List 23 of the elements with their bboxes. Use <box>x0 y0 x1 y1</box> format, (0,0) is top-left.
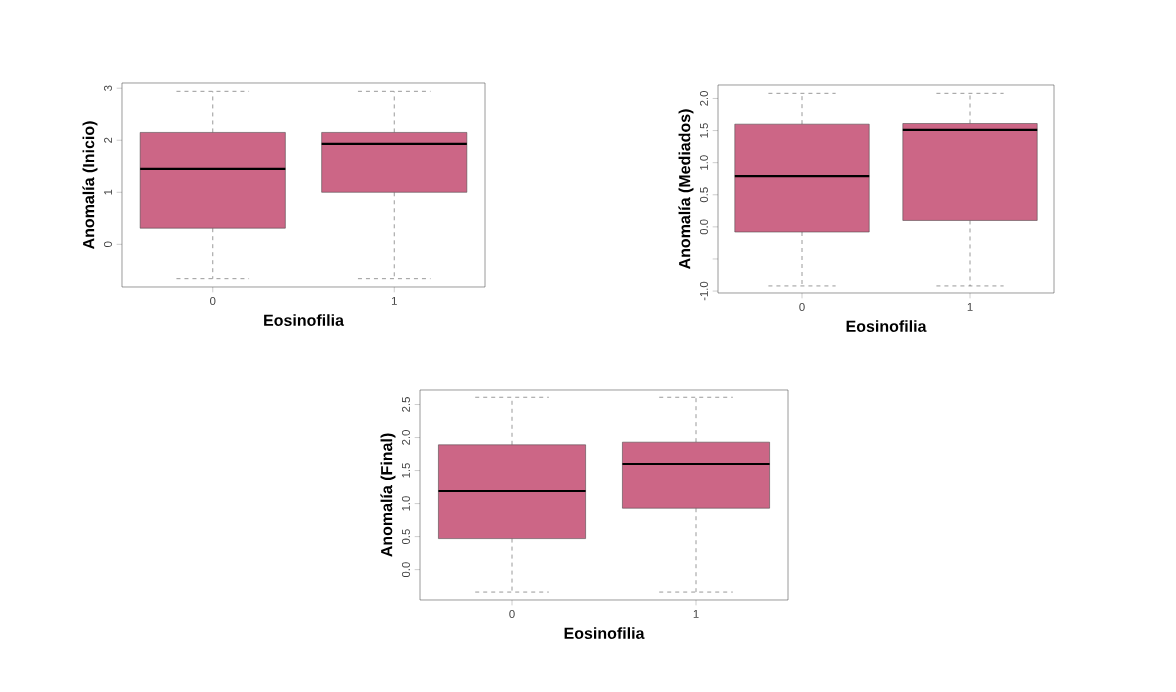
y-tick-label: -1.0 <box>699 281 708 301</box>
y-tick-label: 1.0 <box>401 496 410 511</box>
y-tick-label: 3 <box>103 85 112 91</box>
y-tick-label: 1 <box>104 189 112 195</box>
y-tick-label: 0.0 <box>401 562 410 578</box>
y-tick-label: 0.5 <box>401 529 410 545</box>
y-axis-title: Anomalía (Mediados) <box>678 109 694 270</box>
x-axis-title: Eosinofilia <box>846 320 927 332</box>
y-tick-label: 1.0 <box>699 155 708 170</box>
y-tick-label: 0.5 <box>699 187 708 203</box>
y-tick-label: 2.5 <box>401 397 410 412</box>
y-tick-label: 0 <box>103 241 112 248</box>
y-tick-label: 1.5 <box>700 123 708 138</box>
x-axis-title: Eosinofilia <box>564 627 645 639</box>
y-tick-label: 2 <box>104 137 112 143</box>
y-tick-label: 2.0 <box>699 91 708 106</box>
x-tick-label: 0 <box>210 297 216 306</box>
y-tick-label: 2.0 <box>401 430 410 445</box>
y-tick-label: 0.0 <box>699 219 708 235</box>
y-axis-title: Anomalía (Inicio) <box>82 121 98 250</box>
y-tick-label: 1.5 <box>402 463 410 478</box>
x-axis-title: Eosinofilia <box>264 314 345 326</box>
y-axis-title: Anomalía (Final) <box>380 433 396 557</box>
